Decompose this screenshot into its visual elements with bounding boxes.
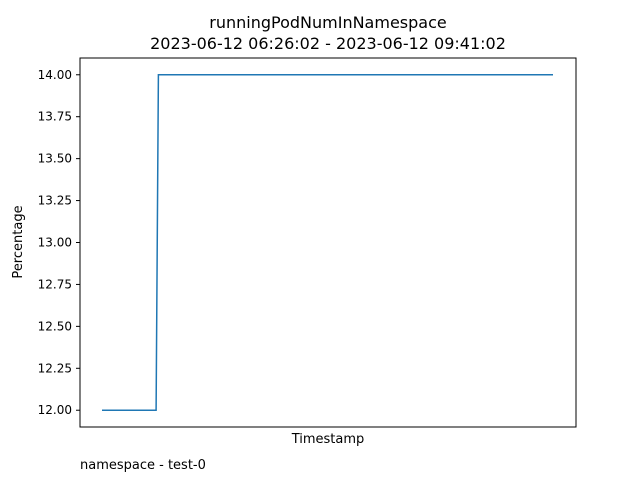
x-axis-label: Timestamp [291, 432, 365, 447]
y-tick-label: 13.50 [38, 152, 72, 166]
y-tick-label: 12.75 [38, 277, 72, 291]
y-tick-label: 13.75 [38, 110, 72, 124]
y-tick-label: 12.50 [38, 319, 72, 333]
y-tick-label: 13.25 [38, 194, 72, 208]
y-axis-label: Percentage [11, 205, 26, 278]
namespace-note: namespace - test-0 [80, 458, 206, 473]
y-tick-label: 13.00 [38, 236, 72, 250]
chart-title: runningPodNumInNamespace [209, 13, 446, 32]
y-tick-label: 12.00 [38, 403, 72, 417]
y-tick-label: 12.25 [38, 361, 72, 375]
y-axis-ticks: 12.00 12.25 12.50 12.75 13.00 13.25 13.50 13.75… [38, 68, 80, 417]
series-layer [102, 74, 553, 411]
plot-area-frame [79, 57, 577, 428]
y-tick-label: 14.00 [38, 68, 72, 82]
series-line [102, 74, 553, 411]
chart-subtitle: 2023-06-12 06:26:02 - 2023-06-12 09:41:0… [150, 34, 506, 53]
